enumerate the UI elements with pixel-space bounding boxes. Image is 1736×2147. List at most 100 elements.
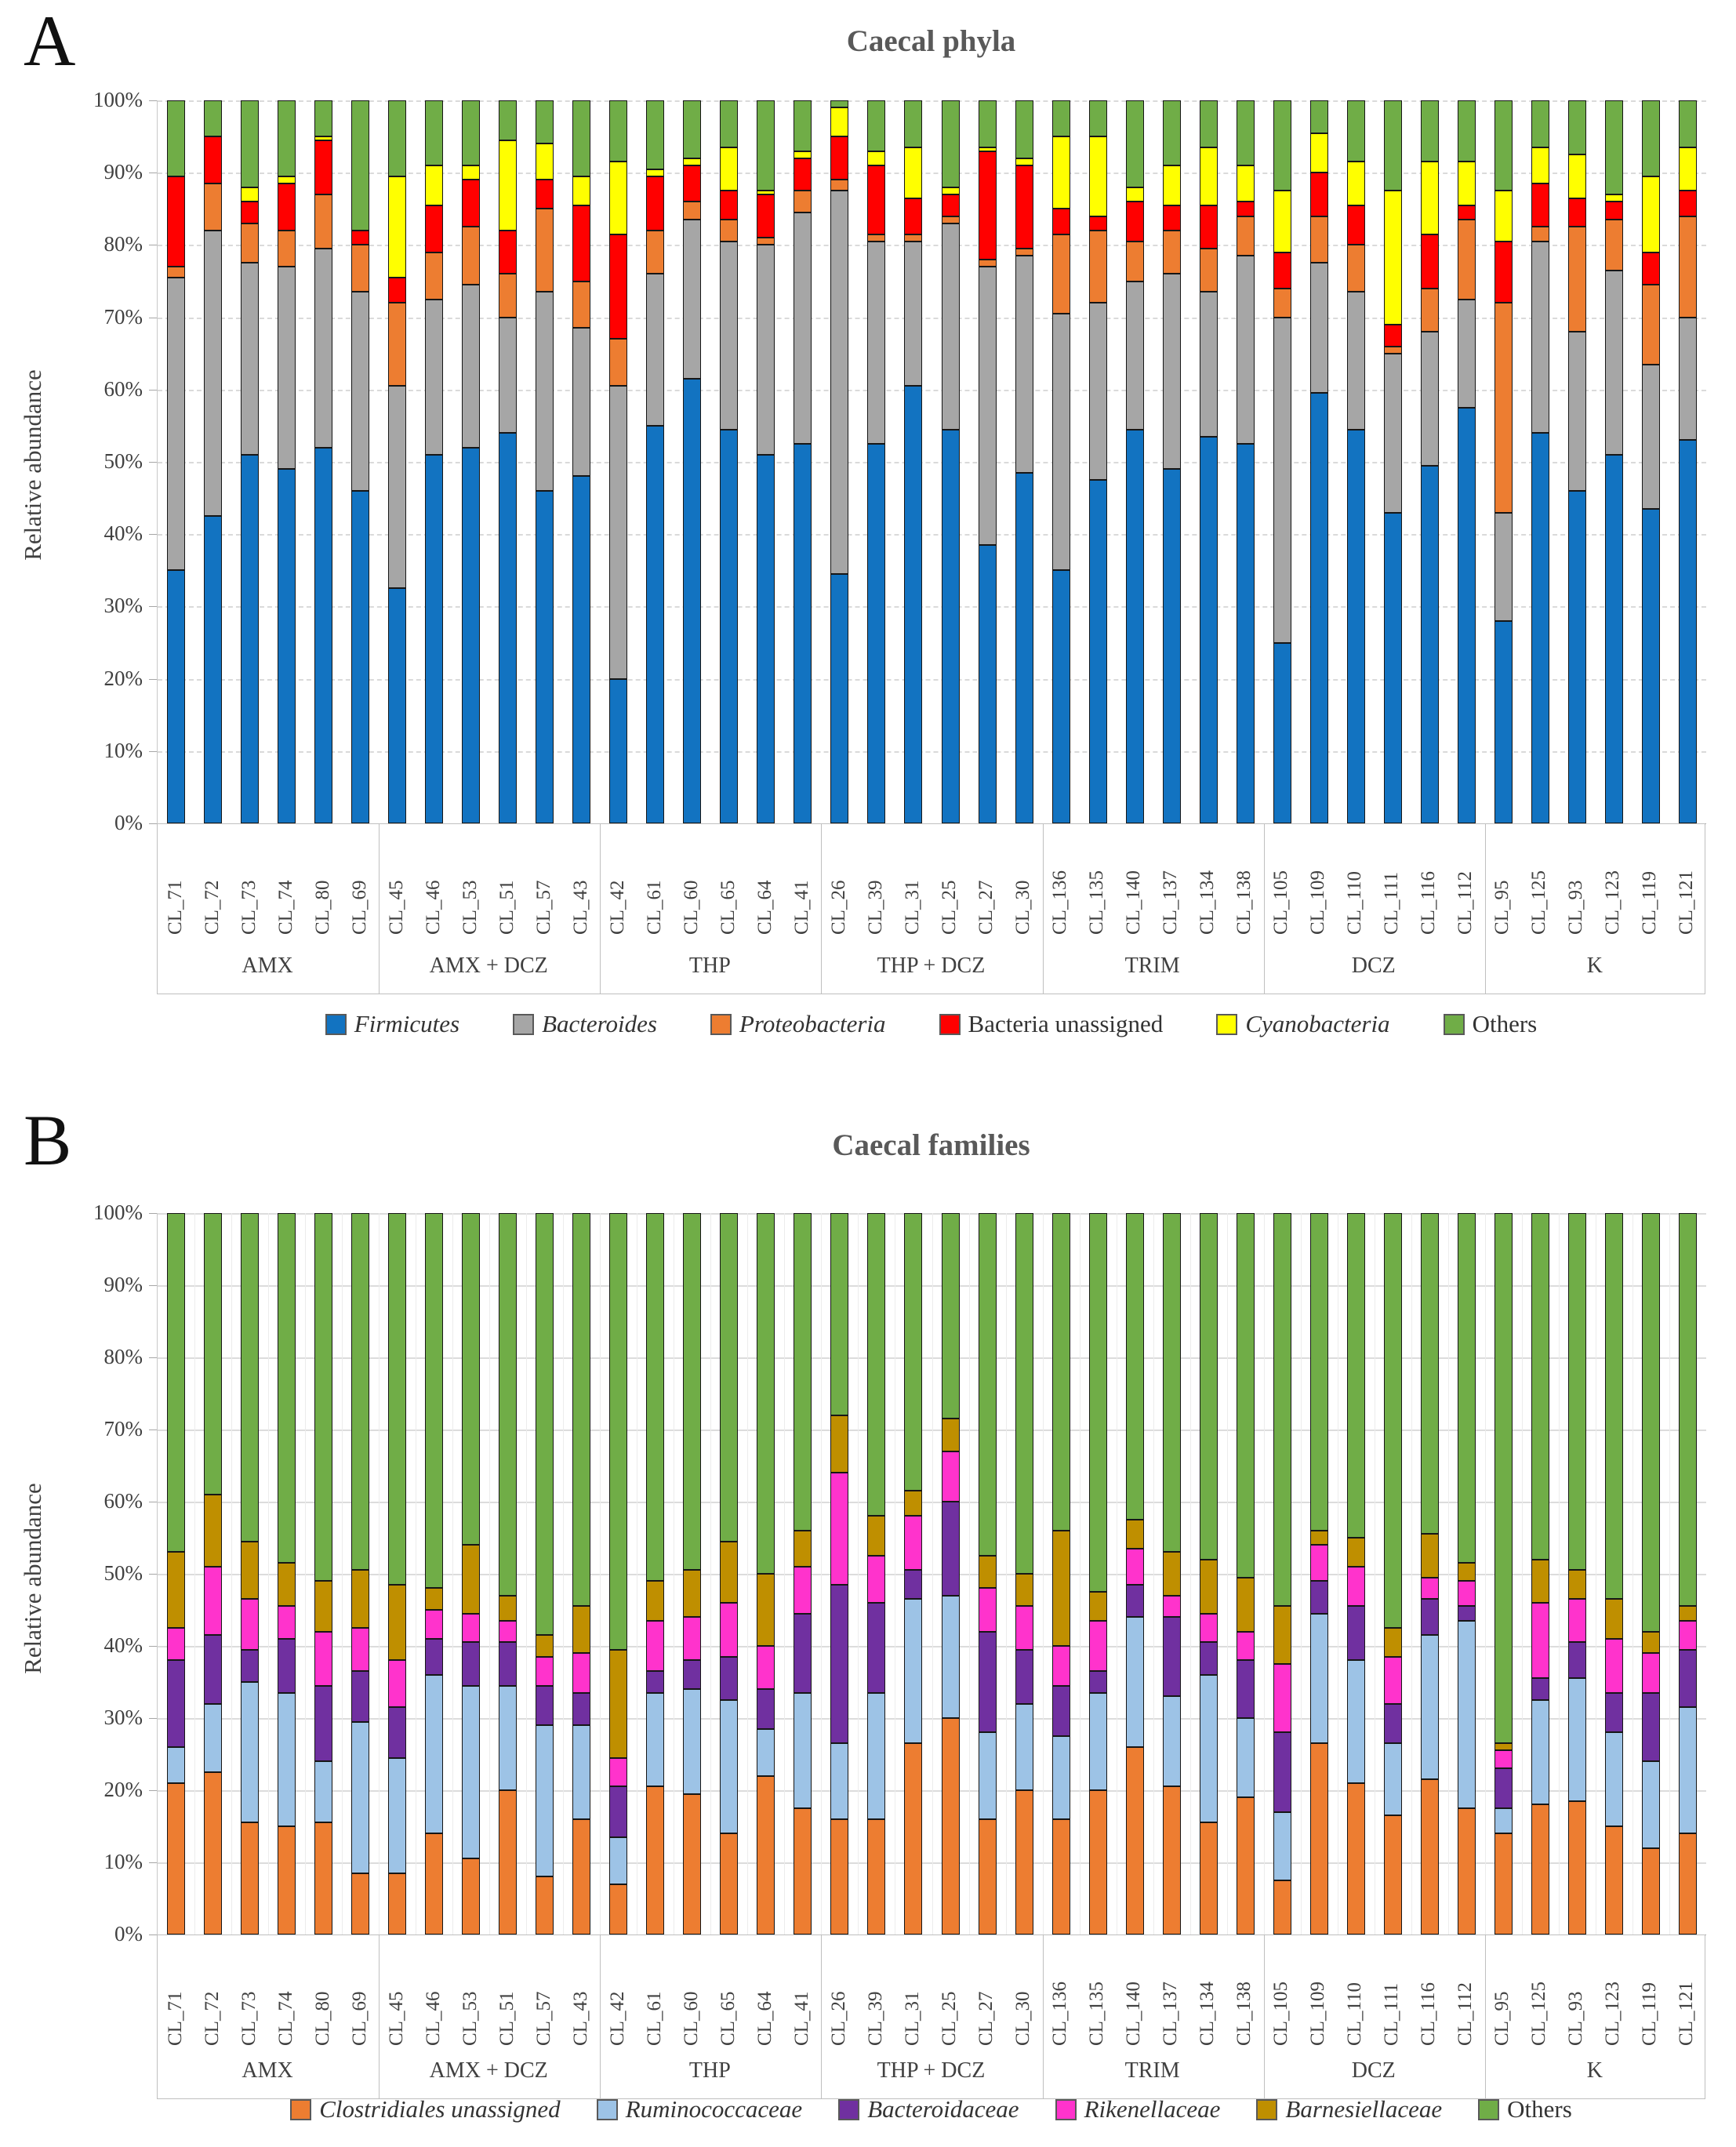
- segment-barnesiellaceae: [1641, 1631, 1660, 1654]
- x-tick-label-CL_137: CL_137: [1160, 1982, 1182, 2046]
- segment-cyanobacteria: [1383, 191, 1402, 325]
- segment-others: [1273, 1213, 1291, 1607]
- segment-bacteroidaceae: [757, 1689, 775, 1729]
- legend-swatch-icon: [1216, 1013, 1238, 1035]
- segment-rikenellaceae: [167, 1628, 185, 1661]
- segment-rikenellaceae: [572, 1653, 591, 1693]
- segment-bacteria-unassigned: [1641, 252, 1660, 285]
- segment-bacteroides: [1125, 281, 1144, 430]
- x-tick-label-CL_134: CL_134: [1197, 1982, 1218, 2046]
- segment-barnesiellaceae: [1494, 1743, 1513, 1751]
- bar-CL_73: [241, 100, 260, 823]
- segment-bacteroidaceae: [572, 1692, 591, 1726]
- segment-rikenellaceae: [1088, 1620, 1107, 1672]
- y-tick-label: 30%: [104, 1706, 143, 1729]
- segment-rikenellaceae: [1236, 1631, 1255, 1661]
- segment-proteobacteria: [278, 230, 296, 267]
- segment-others: [1346, 1213, 1365, 1539]
- segment-bacteroidaceae: [830, 1584, 849, 1744]
- vertical-gridline: [489, 1213, 491, 1934]
- legend-item-others: Others: [1478, 2095, 1572, 2123]
- group-label-amx: AMX: [242, 2058, 293, 2083]
- x-tick-label-CL_123: CL_123: [1602, 870, 1624, 935]
- x-tick-label-CL_53: CL_53: [459, 880, 481, 935]
- segment-bacteroides: [1236, 256, 1255, 444]
- segment-firmicutes: [1383, 512, 1402, 823]
- segment-bacteroides: [1567, 332, 1586, 491]
- bar-CL_109: [1309, 1213, 1328, 1934]
- segment-ruminococcaceae: [536, 1725, 554, 1877]
- segment-others: [1309, 1213, 1328, 1531]
- segment-firmicutes: [609, 678, 628, 823]
- x-tick-label-CL_61: CL_61: [643, 880, 665, 935]
- x-tick-label-CL_64: CL_64: [754, 880, 775, 935]
- segment-firmicutes: [683, 378, 702, 823]
- x-tick-label-CL_140: CL_140: [1123, 870, 1145, 935]
- x-tick-label-CL_93: CL_93: [1565, 880, 1587, 935]
- y-tick-label: 100%: [93, 1201, 143, 1224]
- y-tick-label: 90%: [104, 1273, 143, 1296]
- segment-bacteroides: [867, 241, 886, 444]
- segment-proteobacteria: [904, 234, 923, 242]
- segment-firmicutes: [536, 490, 554, 823]
- x-tick-label-CL_26: CL_26: [827, 1991, 849, 2046]
- vertical-gridline: [526, 1213, 528, 1934]
- segment-ruminococcaceae: [757, 1728, 775, 1776]
- segment-firmicutes: [1015, 472, 1033, 823]
- segment-proteobacteria: [167, 267, 185, 278]
- chart-a-y-axis-title: Relative abundance: [19, 369, 46, 561]
- segment-ruminococcaceae: [1015, 1703, 1033, 1790]
- legend-swatch-icon: [290, 2098, 312, 2120]
- x-tick-label-CL_136: CL_136: [1049, 870, 1071, 935]
- segment-firmicutes: [314, 447, 333, 823]
- segment-barnesiellaceae: [241, 1541, 260, 1600]
- legend-swatch-icon: [710, 1013, 732, 1035]
- segment-bacteria-unassigned: [1494, 241, 1513, 303]
- segment-proteobacteria: [536, 209, 554, 292]
- x-tick-label-CL_125: CL_125: [1528, 870, 1550, 935]
- vertical-gridline: [858, 1213, 859, 1934]
- segment-ruminococcaceae: [941, 1595, 960, 1718]
- segment-firmicutes: [646, 425, 665, 823]
- segment-bacteroidaceae: [1494, 1768, 1513, 1809]
- segment-bacteroidaceae: [867, 1602, 886, 1693]
- segment-firmicutes: [167, 570, 185, 823]
- x-tick-label-CL_42: CL_42: [606, 880, 628, 935]
- segment-proteobacteria: [978, 259, 997, 267]
- segment-ruminococcaceae: [646, 1692, 665, 1787]
- x-tick-label-CL_61: CL_61: [643, 1991, 665, 2046]
- segment-bacteroidaceae: [1309, 1581, 1328, 1614]
- segment-firmicutes: [351, 490, 370, 823]
- bar-CL_119: [1641, 100, 1660, 823]
- bar-CL_43: [572, 100, 591, 823]
- segment-ruminococcaceae: [1125, 1617, 1144, 1747]
- segment-clostridiales-unassigned: [978, 1818, 997, 1934]
- segment-cyanobacteria: [1236, 165, 1255, 202]
- bar-CL_45: [388, 100, 407, 823]
- bar-CL_60: [683, 1213, 702, 1934]
- bar-CL_137: [1162, 1213, 1181, 1934]
- y-tick-mark: [149, 100, 157, 101]
- segment-others: [241, 100, 260, 187]
- segment-bacteria-unassigned: [351, 230, 370, 245]
- vertical-gridline: [1447, 1213, 1449, 1934]
- segment-ruminococcaceae: [278, 1692, 296, 1826]
- x-tick-label-CL_138: CL_138: [1233, 1982, 1255, 2046]
- segment-barnesiellaceae: [1309, 1530, 1328, 1546]
- segment-bacteroidaceae: [351, 1671, 370, 1722]
- segment-rikenellaceae: [1494, 1750, 1513, 1769]
- segment-others: [646, 100, 665, 169]
- x-tick-label-CL_138: CL_138: [1233, 870, 1255, 935]
- segment-clostridiales-unassigned: [609, 1884, 628, 1934]
- x-tick-label-CL_72: CL_72: [201, 1991, 223, 2046]
- segment-bacteroidaceae: [720, 1656, 739, 1701]
- x-tick-label-CL_73: CL_73: [238, 880, 260, 935]
- x-tick-label-CL_111: CL_111: [1381, 1982, 1403, 2046]
- x-tick-label-CL_134: CL_134: [1197, 870, 1218, 935]
- vertical-gridline: [1411, 1213, 1412, 1934]
- segment-barnesiellaceae: [572, 1606, 591, 1654]
- group-divider: [1484, 824, 1486, 994]
- segment-ruminococcaceae: [314, 1761, 333, 1823]
- bar-CL_111: [1383, 100, 1402, 823]
- x-tick-label-CL_135: CL_135: [1086, 870, 1108, 935]
